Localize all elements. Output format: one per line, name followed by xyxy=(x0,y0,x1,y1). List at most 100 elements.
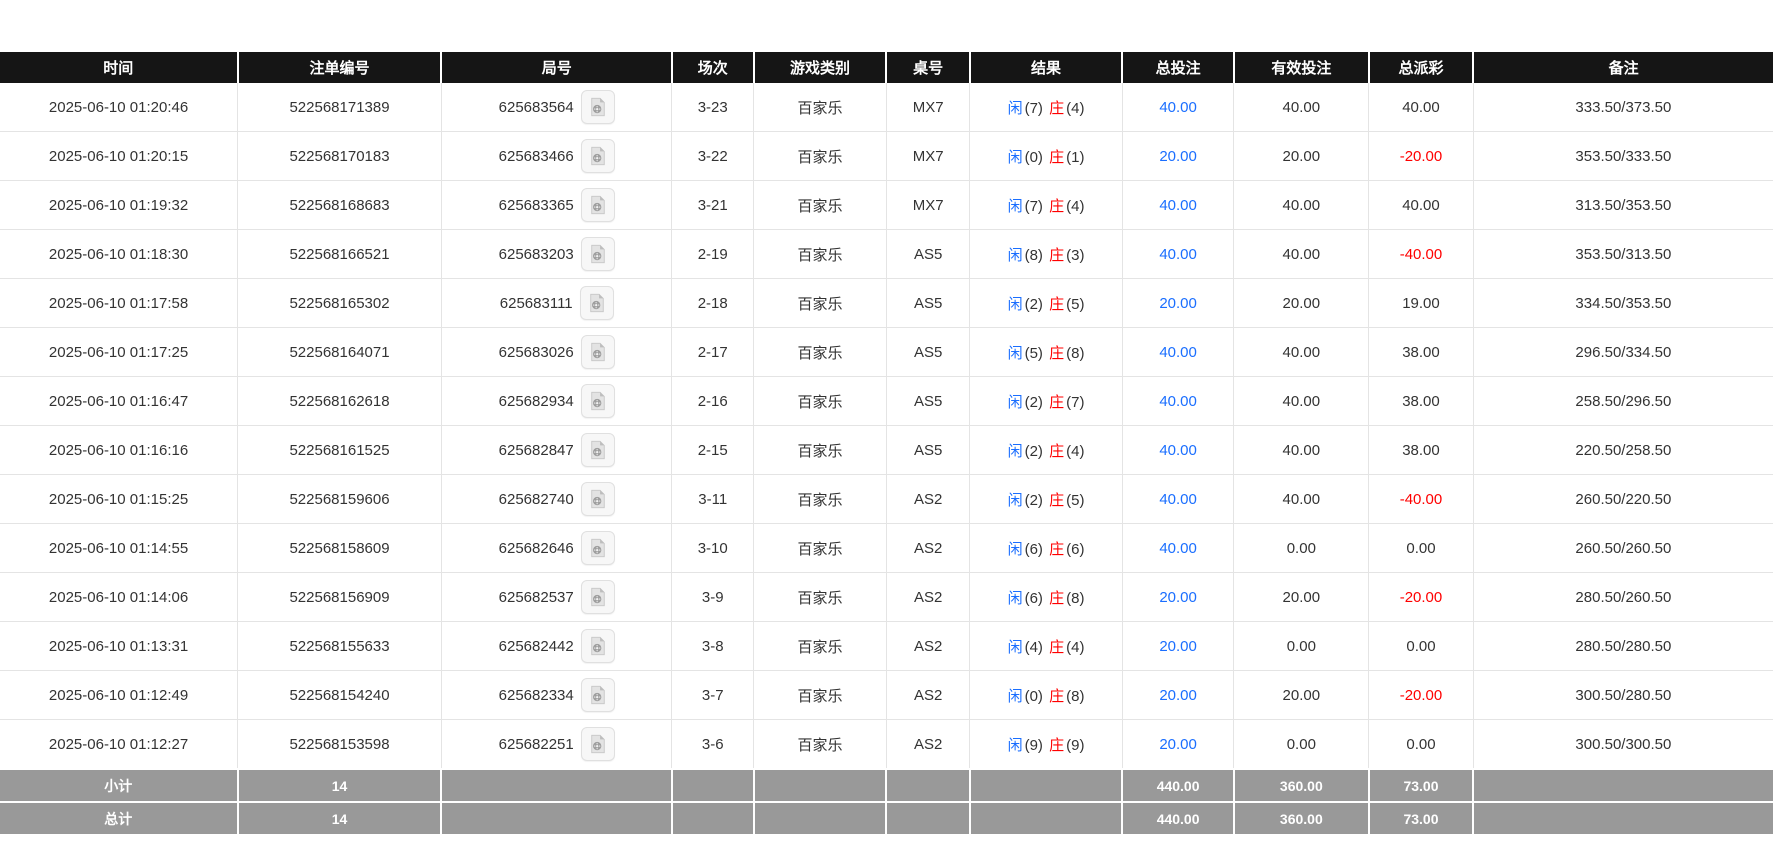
player-label: 闲 xyxy=(1007,638,1023,656)
cell-valid-bet: 40.00 xyxy=(1233,180,1370,230)
video-replay-button[interactable] xyxy=(580,629,615,663)
cell-total-bet: 40.00 xyxy=(1121,425,1235,475)
video-replay-button[interactable] xyxy=(580,727,615,761)
cell-bet-id: 522568162618 xyxy=(237,376,442,426)
total-bet-link[interactable]: 20.00 xyxy=(1159,147,1197,165)
cell-game-type: 百家乐 xyxy=(753,719,887,770)
cell-remark: 334.50/353.50 xyxy=(1472,278,1773,328)
cell-round-id: 625683466 xyxy=(440,131,673,181)
cell-bet-id: 522568155633 xyxy=(237,621,442,671)
cell-remark: 333.50/373.50 xyxy=(1472,83,1773,132)
video-replay-button[interactable] xyxy=(579,286,614,320)
cell-table-no: AS2 xyxy=(885,474,971,524)
round-number: 625682537 xyxy=(498,588,574,606)
video-replay-button[interactable] xyxy=(580,678,615,712)
video-replay-button[interactable] xyxy=(580,90,615,124)
total-bet-link[interactable]: 40.00 xyxy=(1159,392,1197,410)
round-number: 625683564 xyxy=(498,98,574,116)
banker-label: 庄 xyxy=(1049,540,1065,558)
banker-label: 庄 xyxy=(1049,687,1065,705)
banker-points: (7) xyxy=(1066,393,1085,411)
total-bet-link[interactable]: 20.00 xyxy=(1159,637,1197,655)
cell-payout: 38.00 xyxy=(1368,327,1474,377)
cell-valid-bet: 40.00 xyxy=(1233,474,1370,524)
video-replay-button[interactable] xyxy=(580,237,615,271)
video-replay-button[interactable] xyxy=(580,482,615,516)
cell-payout: 40.00 xyxy=(1368,180,1474,230)
cell-time: 2025-06-10 01:20:46 xyxy=(0,83,239,132)
player-points: (5) xyxy=(1024,344,1043,362)
video-replay-button[interactable] xyxy=(580,531,615,565)
cell-valid-bet: 0.00 xyxy=(1233,621,1370,671)
total-bet-link[interactable]: 40.00 xyxy=(1159,539,1197,557)
cell-time: 2025-06-10 01:17:58 xyxy=(0,278,239,328)
round-number: 625683365 xyxy=(498,196,574,214)
cell-bet-id: 522568156909 xyxy=(237,572,442,622)
player-label: 闲 xyxy=(1007,736,1023,754)
cell-round-id: 625682847 xyxy=(440,425,673,475)
player-points: (6) xyxy=(1024,589,1043,607)
cell-game-type: 百家乐 xyxy=(753,670,887,720)
total-bet-link[interactable]: 40.00 xyxy=(1159,441,1197,459)
cell-time: 2025-06-10 01:15:25 xyxy=(0,474,239,524)
cell-game-type: 百家乐 xyxy=(753,572,887,622)
column-header-session: 场次 xyxy=(671,52,755,83)
video-replay-button[interactable] xyxy=(580,139,615,173)
video-replay-button[interactable] xyxy=(580,188,615,222)
cell-total-bet: 40.00 xyxy=(1121,376,1235,426)
video-replay-button[interactable] xyxy=(580,433,615,467)
subtotal-payout: 73.00 xyxy=(1367,768,1475,803)
total-bet-link[interactable]: 20.00 xyxy=(1159,735,1197,753)
total-bet-link[interactable]: 40.00 xyxy=(1159,245,1197,263)
video-replay-button[interactable] xyxy=(580,384,615,418)
total-bet-link[interactable]: 40.00 xyxy=(1159,343,1197,361)
player-points: (7) xyxy=(1024,197,1043,215)
player-points: (9) xyxy=(1024,736,1043,754)
total-bet-link[interactable]: 40.00 xyxy=(1159,490,1197,508)
cell-result: 闲 (2) 庄 (7) xyxy=(969,376,1123,426)
cell-result: 闲 (2) 庄 (5) xyxy=(969,474,1123,524)
cell-round-id: 625682537 xyxy=(440,572,673,622)
banker-points: (8) xyxy=(1066,344,1085,362)
cell-session: 2-15 xyxy=(671,425,754,475)
total-bet-link[interactable]: 20.00 xyxy=(1159,686,1197,704)
cell-total-bet: 20.00 xyxy=(1121,572,1235,622)
cell-table-no: AS5 xyxy=(885,278,971,328)
total-bet-link[interactable]: 40.00 xyxy=(1159,196,1197,214)
cell-table-no: AS5 xyxy=(885,376,971,426)
cell-table-no: MX7 xyxy=(885,180,971,230)
cell-time: 2025-06-10 01:12:27 xyxy=(0,719,239,770)
player-label: 闲 xyxy=(1007,246,1023,264)
cell-bet-id: 522568161525 xyxy=(237,425,442,475)
cell-session: 3-7 xyxy=(671,670,754,720)
cell-result: 闲 (6) 庄 (6) xyxy=(969,523,1123,573)
video-replay-button[interactable] xyxy=(580,335,615,369)
table-row: 2025-06-10 01:17:58 522568165302 6256831… xyxy=(0,278,1773,328)
cell-remark: 296.50/334.50 xyxy=(1472,327,1773,377)
cell-payout: -20.00 xyxy=(1368,131,1474,181)
cell-remark: 353.50/333.50 xyxy=(1472,131,1773,181)
subtotal-valid-bet: 360.00 xyxy=(1232,768,1370,803)
total-payout: 73.00 xyxy=(1367,801,1475,836)
cell-round-id: 625683026 xyxy=(440,327,673,377)
subtotal-label: 小计 xyxy=(0,768,239,803)
total-bet-link[interactable]: 20.00 xyxy=(1159,294,1197,312)
table-row: 2025-06-10 01:12:27 522568153598 6256822… xyxy=(0,719,1773,770)
cell-result: 闲 (8) 庄 (3) xyxy=(969,229,1123,279)
cell-table-no: AS2 xyxy=(885,670,971,720)
player-points: (2) xyxy=(1024,295,1043,313)
table-row: 2025-06-10 01:17:25 522568164071 6256830… xyxy=(0,327,1773,377)
video-replay-button[interactable] xyxy=(580,580,615,614)
cell-round-id: 625682934 xyxy=(440,376,673,426)
cell-valid-bet: 40.00 xyxy=(1233,83,1370,132)
total-bet-link[interactable]: 20.00 xyxy=(1159,588,1197,606)
total-bet-link[interactable]: 40.00 xyxy=(1159,98,1197,116)
player-label: 闲 xyxy=(1007,589,1023,607)
cell-table-no: AS2 xyxy=(885,621,971,671)
round-number: 625683111 xyxy=(499,294,573,312)
table-row: 2025-06-10 01:19:32 522568168683 6256833… xyxy=(0,180,1773,230)
cell-round-id: 625682740 xyxy=(440,474,673,524)
cell-time: 2025-06-10 01:16:16 xyxy=(0,425,239,475)
video-file-icon xyxy=(588,342,608,362)
cell-bet-id: 522568165302 xyxy=(237,278,442,328)
